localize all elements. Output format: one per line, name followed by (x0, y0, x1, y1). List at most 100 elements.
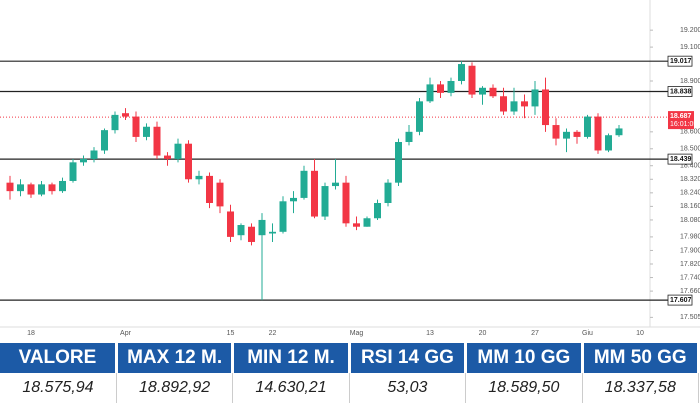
candle-body (174, 143, 182, 159)
candle-body (384, 182, 392, 203)
y-tick-label: 19.200 (680, 27, 700, 34)
x-tick-label: 22 (269, 330, 277, 337)
y-tick-label: 17.980 (680, 234, 700, 241)
header-cell: RSI 14 GG (349, 343, 468, 373)
level-box (667, 294, 693, 306)
y-tick-label: 18.080 (680, 217, 700, 224)
candle-body (143, 126, 150, 137)
candle-body (290, 197, 297, 202)
value-cell: 18.589,50 (465, 373, 583, 403)
y-tick-label: 18.900 (680, 78, 700, 85)
candle-body (374, 203, 381, 219)
header-cell: MIN 12 M. (232, 343, 351, 373)
candle-body (531, 89, 539, 107)
header-cell: VALORE (0, 343, 118, 373)
y-tick-label: 18.240 (680, 190, 700, 197)
x-tick-label: 18 (27, 330, 35, 337)
candle-body (426, 84, 434, 102)
candle-body (17, 184, 24, 192)
candle-body (311, 170, 318, 217)
candle-body (300, 170, 308, 198)
y-tick-label: 17.740 (680, 274, 700, 281)
x-tick-label: 15 (227, 330, 235, 337)
stats-table: VALORE MAX 12 M. MIN 12 M. RSI 14 GG MM … (0, 343, 700, 403)
candle-body (195, 175, 203, 180)
level-label: 18.838 (670, 88, 692, 95)
candle-body (206, 175, 213, 203)
x-tick-label: 13 (426, 330, 434, 337)
y-tick-label: 17.820 (680, 261, 700, 268)
candle-body (468, 65, 476, 95)
candle-body (27, 184, 35, 195)
candle-body (48, 184, 56, 192)
candle-body (69, 162, 77, 181)
x-tick-label: Apr (120, 330, 132, 337)
x-tick-label: 10 (636, 330, 644, 337)
candle-body (38, 184, 45, 195)
candle-body (279, 201, 287, 232)
value-cell: 18.575,94 (0, 373, 117, 403)
candle-body (552, 125, 560, 139)
y-tick-label: 19.100 (680, 44, 700, 51)
candle-body (216, 182, 224, 207)
level-label: 18.439 (670, 156, 692, 163)
y-tick-label: 17.900 (680, 247, 700, 254)
candle-body (248, 226, 255, 242)
x-tick-label: 20 (479, 330, 487, 337)
candle-body (489, 87, 497, 97)
value-row: 18.575,94 18.892,92 14.630,21 53,03 18.5… (0, 373, 700, 403)
y-tick-label: 18.400 (680, 163, 700, 170)
candle-body (227, 211, 234, 237)
candle-body (80, 158, 87, 163)
candle-body (405, 131, 413, 142)
candle-body (90, 150, 98, 159)
price-label: 18.687 (670, 113, 692, 120)
candle-body (363, 218, 371, 227)
candle-body (594, 116, 602, 151)
candle-body (416, 101, 423, 132)
x-tick-label: 27 (531, 330, 539, 337)
y-tick-label: 18.320 (680, 176, 700, 183)
candle-body (132, 116, 140, 137)
y-tick-label: 17.505 (680, 314, 700, 321)
candle-body (437, 84, 444, 93)
level-label: 17.607 (670, 297, 692, 304)
candle-body (332, 182, 339, 187)
y-tick-label: 18.600 (680, 129, 700, 136)
countdown: 16:01:05 (670, 121, 697, 128)
chart: 19.200 19.100 18.900 18.600 18.500 18.400 18.3… (0, 0, 700, 337)
candle-body (321, 186, 329, 217)
candle-body (153, 126, 161, 156)
level-box (667, 153, 693, 165)
x-tick-label: Giu (582, 330, 593, 337)
y-tick-label: 18.500 (680, 146, 700, 153)
candle-body (269, 231, 276, 234)
y-tick-label: 18.160 (680, 203, 700, 210)
candle-body (395, 142, 402, 183)
value-cell: 18.337,58 (582, 373, 700, 403)
candle-body (615, 128, 623, 136)
level-label: 19.017 (670, 58, 692, 65)
candle-body (164, 155, 171, 159)
candle-body (6, 182, 14, 192)
candle-body (59, 180, 66, 192)
level-box (667, 55, 693, 67)
candle-body (122, 113, 129, 117)
header-row: VALORE MAX 12 M. MIN 12 M. RSI 14 GG MM … (0, 343, 700, 373)
candle-body (458, 64, 465, 81)
y-tick-label: 17.660 (680, 288, 700, 295)
candle-body (111, 114, 119, 131)
candle-body (573, 131, 581, 137)
header-cell: MM 50 GG (582, 343, 700, 373)
candle-body (542, 89, 549, 126)
price-tag (668, 111, 694, 130)
value-cell: 53,03 (349, 373, 467, 403)
candle-body (353, 223, 360, 227)
candle-body (479, 87, 486, 95)
candle-body (101, 130, 108, 151)
x-tick-label: Mag (350, 330, 364, 337)
candle-body (342, 182, 350, 224)
value-cell: 14.630,21 (232, 373, 350, 403)
candle-body (447, 81, 455, 93)
candle-body (185, 143, 192, 180)
